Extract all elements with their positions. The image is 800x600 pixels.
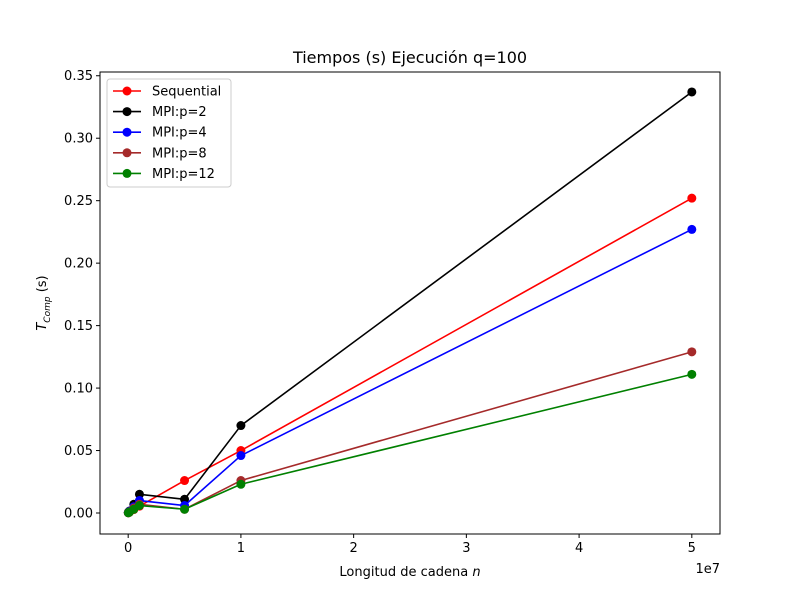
legend-label: MPI:p=8	[152, 146, 207, 161]
legend-box	[106, 78, 232, 188]
legend-swatch-marker	[122, 148, 132, 158]
data-point	[236, 421, 246, 431]
data-point	[687, 193, 697, 203]
data-point	[687, 369, 697, 379]
y-tick-label: 0.05	[64, 444, 93, 459]
y-tick-label: 0.10	[64, 382, 93, 397]
axes	[99, 71, 721, 535]
legend-swatch-marker	[122, 127, 132, 137]
y-tick-label: 0.30	[64, 132, 93, 147]
x-tick-label: 4	[575, 541, 583, 556]
legend-label: MPI:p=12	[152, 167, 215, 182]
legend-swatch-marker	[122, 107, 132, 117]
x-axis-label: Longitud de cadena n	[339, 565, 480, 580]
data-point	[236, 451, 246, 461]
y-axis-label-sub: Comp	[43, 296, 53, 323]
y-axis-label: TComp (s)	[35, 275, 53, 330]
x-axis-label-variable: n	[472, 565, 480, 580]
x-tick-label: 1	[237, 541, 245, 556]
legend-label: MPI:p=2	[152, 105, 207, 120]
series-lines	[123, 87, 697, 518]
x-tick-label: 5	[688, 541, 696, 556]
data-point	[134, 489, 144, 499]
y-tick-label: 0.15	[64, 319, 93, 334]
data-point	[180, 476, 190, 486]
legend-swatch-marker	[122, 86, 132, 96]
y-tick-label: 0.00	[64, 507, 93, 522]
data-point	[687, 224, 697, 234]
legend-label: Sequential	[152, 85, 221, 100]
x-tick-label: 3	[462, 541, 470, 556]
legend-label: MPI:p=4	[152, 126, 207, 141]
y-axis-ticks: 0.00 0.05 0.10 0.15 0.20 0.25 0.30 0.35	[64, 69, 100, 522]
y-axis-label-base: T	[35, 322, 50, 331]
legend-swatch-marker	[122, 168, 132, 178]
series	[123, 369, 697, 518]
plot-frame	[99, 71, 721, 535]
x-offset-text: 1e7	[695, 562, 720, 577]
chart-title: Tiempos (s) Ejecución q=100	[292, 48, 527, 67]
data-point	[236, 479, 246, 489]
y-tick-label: 0.35	[64, 69, 93, 84]
data-point	[180, 494, 190, 504]
y-axis-label-unit: (s)	[35, 275, 50, 296]
data-point	[134, 501, 144, 511]
x-axis-label-main: Longitud de cadena	[339, 565, 472, 580]
data-point	[687, 87, 697, 97]
x-axis-ticks: 0 1 2 3 4 5	[124, 534, 696, 556]
x-tick-label: 0	[124, 541, 132, 556]
legend: Sequential MPI:p=2 MPI:p=4 MPI:p=8 MPI:p=12	[106, 78, 232, 188]
data-point	[687, 347, 697, 357]
data-point	[180, 504, 190, 514]
x-tick-label: 2	[349, 541, 357, 556]
y-tick-label: 0.25	[64, 194, 93, 209]
y-tick-label: 0.20	[64, 257, 93, 272]
